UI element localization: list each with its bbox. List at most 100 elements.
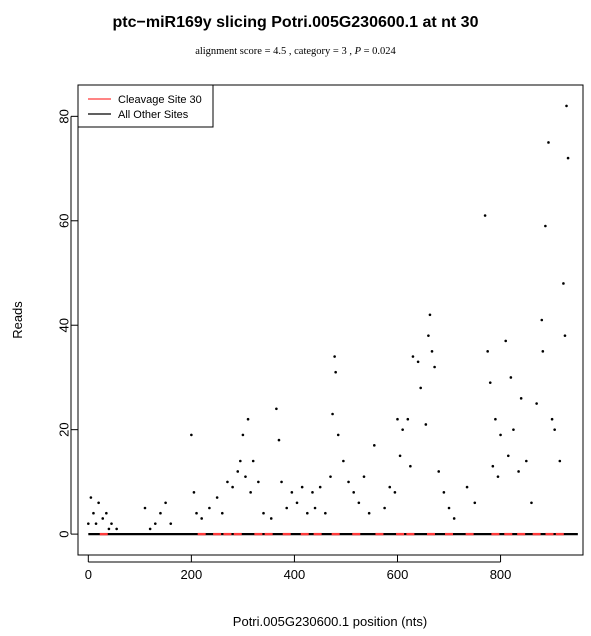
data-point-other — [406, 417, 410, 421]
data-point-other — [280, 480, 283, 484]
data-point-other — [398, 454, 402, 458]
data-point-other — [540, 318, 544, 322]
data-point-other — [275, 407, 278, 411]
data-point-other — [101, 517, 105, 520]
data-point-other — [409, 464, 412, 468]
chart-subtitle: alignment score = 4.5 , category = 3 , P… — [0, 46, 591, 57]
data-point-other — [192, 491, 196, 494]
data-point-other — [92, 511, 95, 515]
data-point-other — [249, 491, 252, 494]
data-point-cleavage — [213, 532, 222, 536]
data-point-cleavage — [426, 532, 435, 536]
data-point-cleavage — [545, 532, 554, 536]
data-point-other — [236, 470, 240, 473]
data-point-other — [488, 381, 492, 384]
data-point-other — [208, 506, 211, 510]
legend-label-cleavage: Cleavage Site 30 — [118, 94, 202, 106]
x-tick-label: 200 — [181, 567, 203, 582]
y-axis-label: Reads — [10, 301, 25, 339]
y-tick-label: 0 — [57, 530, 72, 537]
data-point-other — [452, 517, 456, 520]
data-point-cleavage — [352, 532, 361, 536]
data-point-other — [313, 506, 317, 510]
data-point-other — [401, 428, 404, 431]
data-point-other — [159, 511, 162, 515]
data-point-other — [246, 417, 250, 421]
data-point-other — [562, 282, 565, 285]
data-point-other — [504, 339, 508, 343]
data-point-other — [550, 417, 554, 421]
series-cleavage-site — [99, 532, 564, 536]
subtitle-p-label: P — [354, 46, 361, 57]
data-point-other — [419, 386, 422, 390]
data-point-cleavage — [504, 532, 513, 536]
data-point-other — [331, 412, 334, 416]
data-point-other — [473, 501, 477, 505]
data-point-other — [107, 527, 111, 531]
x-axis: 0 200 400 600 800 — [85, 555, 511, 582]
x-tick-label: 600 — [387, 567, 409, 582]
data-point-other — [336, 433, 340, 437]
data-point-cleavage — [99, 532, 108, 536]
data-point-other — [94, 522, 98, 525]
data-point-other — [362, 475, 366, 478]
subtitle-prefix: alignment score = 4.5 , category = 3 , — [195, 46, 355, 57]
data-point-other — [89, 496, 93, 499]
data-point-other — [491, 464, 495, 468]
data-point-other — [324, 511, 327, 515]
series-all-other-sites — [87, 104, 578, 536]
data-point-other — [416, 360, 420, 364]
data-point-other — [295, 501, 299, 505]
data-point-other — [494, 417, 497, 421]
y-tick-label: 80 — [57, 109, 72, 123]
y-axis: 0 20 40 60 80 — [57, 109, 78, 538]
data-point-other — [483, 214, 487, 217]
data-point-other — [105, 511, 108, 515]
data-point-cleavage — [223, 532, 232, 536]
data-point-other — [525, 459, 528, 463]
data-point-other — [97, 501, 100, 505]
data-point-cleavage — [300, 532, 309, 536]
data-point-other — [442, 491, 446, 494]
data-point-other — [447, 506, 451, 510]
data-point-cleavage — [282, 532, 291, 536]
data-point-cleavage — [396, 532, 405, 536]
data-point-cleavage — [517, 532, 526, 536]
y-tick-label: 60 — [57, 214, 72, 228]
data-point-other — [424, 423, 428, 426]
data-point-other — [430, 350, 434, 353]
data-point-cleavage — [445, 532, 454, 536]
data-point-other — [357, 501, 361, 505]
data-point-other — [311, 491, 314, 494]
data-point-other — [115, 527, 118, 531]
data-point-other — [110, 522, 113, 525]
data-point-cleavage — [313, 532, 322, 536]
data-point-other — [231, 485, 234, 489]
data-point-other — [509, 376, 513, 379]
data-point-other — [164, 501, 167, 505]
plot-frame — [77, 84, 584, 556]
data-point-other — [148, 527, 152, 531]
legend-label-other: All Other Sites — [118, 109, 189, 121]
data-point-cleavage — [532, 532, 541, 536]
data-point-other — [342, 459, 345, 463]
data-point-other — [530, 501, 533, 505]
legend-box — [77, 84, 214, 128]
x-tick-label: 400 — [284, 567, 306, 582]
data-point-cleavage — [233, 532, 242, 536]
data-point-other — [427, 334, 430, 337]
data-point-other — [506, 454, 510, 458]
data-point-other — [352, 491, 355, 494]
data-point-other — [262, 511, 265, 515]
legend: Cleavage Site 30 All Other Sites — [77, 84, 214, 128]
data-point-other — [87, 522, 90, 525]
data-point-other — [496, 475, 500, 478]
data-point-cleavage — [264, 532, 273, 536]
data-point-other — [251, 459, 255, 463]
data-point-other — [499, 433, 502, 437]
data-point-other — [200, 517, 203, 520]
data-point-other — [277, 438, 281, 442]
data-point-other — [428, 313, 432, 317]
data-point-other — [153, 522, 157, 525]
